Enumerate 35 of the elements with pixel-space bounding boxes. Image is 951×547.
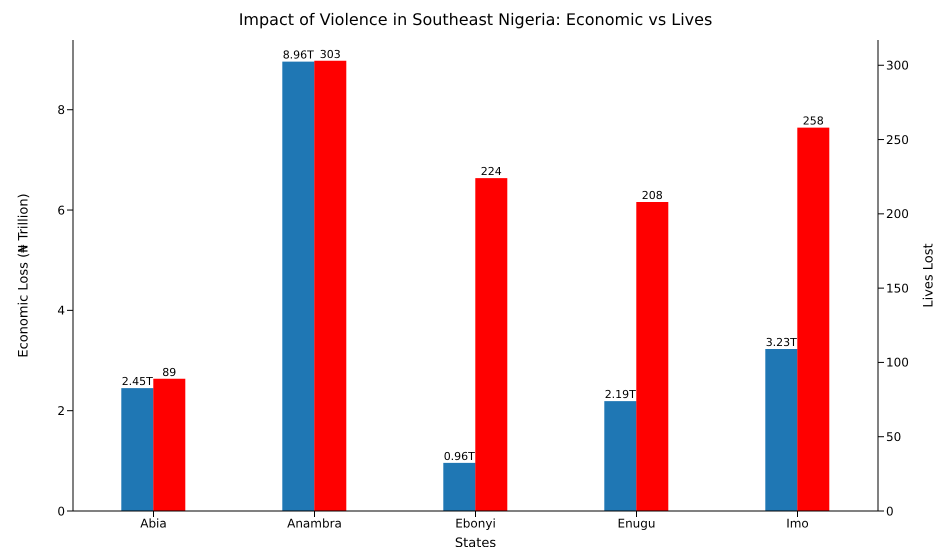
y2-tick-label: 50 — [886, 430, 902, 444]
bar — [797, 128, 830, 511]
x-tick-label: Imo — [786, 516, 809, 531]
x-axis-title: States — [454, 536, 496, 547]
data-label: 208 — [642, 188, 663, 202]
y2-tick-label: 300 — [886, 58, 909, 73]
x-tick-label: Enugu — [617, 516, 656, 531]
y-tick-label: 4 — [57, 304, 65, 318]
bar — [636, 202, 668, 511]
data-label: 2.45T — [122, 375, 154, 388]
data-label: 3.23T — [766, 336, 798, 349]
data-label: 258 — [802, 114, 824, 128]
data-label: 89 — [162, 366, 176, 379]
bar — [443, 462, 476, 511]
y2-axis-title: Lives Lost — [922, 243, 937, 308]
data-label: 224 — [480, 165, 502, 178]
bar — [475, 178, 508, 511]
y2-tick-label: 0 — [886, 504, 894, 518]
y-tick-label: 6 — [57, 203, 65, 218]
data-label: 0.96T — [444, 450, 476, 463]
y2-tick-label: 200 — [886, 207, 909, 222]
y-tick-label: 0 — [57, 504, 65, 518]
y-tick-label: 8 — [57, 102, 65, 117]
y-axis-title: Economic Loss (₦ Trillion) — [16, 193, 32, 358]
chart-title: Impact of Violence in Southeast Nigeria: Economic vs Lives — [238, 9, 714, 31]
y2-tick-label: 250 — [886, 132, 909, 147]
data-label: 8.96T — [282, 48, 314, 62]
x-tick-label: Anambra — [287, 516, 342, 531]
y-tick-label: 2 — [57, 404, 65, 418]
y2-tick-label: 100 — [886, 356, 909, 370]
y2-tick-label: 150 — [886, 281, 909, 296]
x-tick-label: Abia — [140, 516, 167, 531]
data-label: 2.19T — [604, 388, 636, 402]
data-label: 303 — [320, 48, 341, 61]
x-tick-label: Ebonyi — [455, 516, 496, 531]
